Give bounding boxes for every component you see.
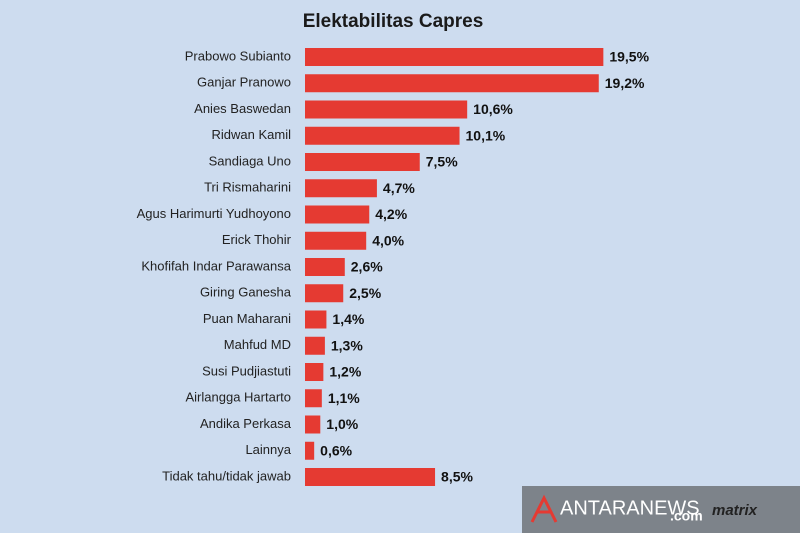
bar bbox=[305, 100, 468, 119]
category-label: Mahfud MD bbox=[224, 337, 291, 352]
value-label: 4,2% bbox=[375, 206, 407, 222]
category-label: Ganjar Pranowo bbox=[197, 75, 291, 90]
bar bbox=[305, 441, 315, 460]
value-label: 2,6% bbox=[351, 259, 383, 275]
category-label: Lainnya bbox=[245, 442, 291, 457]
value-label: 10,6% bbox=[473, 101, 513, 117]
bar bbox=[305, 205, 370, 224]
value-label: 2,5% bbox=[349, 285, 381, 301]
bar bbox=[305, 363, 324, 381]
value-label: 1,1% bbox=[328, 390, 360, 406]
value-label: 1,3% bbox=[331, 337, 363, 353]
watermark-brand: matrix bbox=[712, 502, 758, 519]
watermark-text: ANTARANEWS bbox=[560, 497, 700, 519]
watermark-suffix: .com bbox=[670, 508, 703, 524]
bar bbox=[305, 415, 321, 434]
bar bbox=[305, 284, 344, 303]
category-label: Giring Ganesha bbox=[200, 285, 292, 300]
bar bbox=[305, 74, 599, 93]
value-label: 8,5% bbox=[441, 469, 473, 485]
value-label: 1,4% bbox=[332, 311, 364, 327]
bar bbox=[305, 231, 367, 250]
bar bbox=[305, 258, 345, 276]
bar bbox=[305, 48, 604, 66]
category-label: Anies Baswedan bbox=[194, 101, 291, 116]
bar bbox=[305, 468, 436, 486]
value-label: 4,0% bbox=[372, 232, 404, 248]
category-label: Sandiaga Uno bbox=[209, 153, 291, 168]
bar bbox=[305, 310, 327, 329]
category-label: Tri Rismaharini bbox=[204, 180, 291, 195]
category-label: Agus Harimurti Yudhoyono bbox=[137, 206, 291, 221]
value-label: 1,0% bbox=[326, 416, 358, 432]
chart-title: Elektabilitas Capres bbox=[303, 11, 484, 32]
bar bbox=[305, 389, 322, 408]
value-label: 7,5% bbox=[426, 154, 458, 170]
category-label: Tidak tahu/tidak jawab bbox=[162, 468, 291, 483]
bar bbox=[305, 153, 420, 171]
watermark: ANTARANEWS .com matrix bbox=[522, 486, 800, 533]
watermark-box bbox=[522, 486, 800, 533]
value-label: 10,1% bbox=[466, 127, 506, 143]
watermark-logo bbox=[530, 494, 558, 523]
value-label: 19,2% bbox=[605, 75, 645, 91]
category-label: Ridwan Kamil bbox=[212, 127, 292, 142]
value-label: 1,2% bbox=[329, 364, 361, 380]
category-label: Erick Thohir bbox=[222, 232, 292, 247]
category-label: Susi Pudjiastuti bbox=[202, 363, 291, 378]
bar bbox=[305, 179, 377, 198]
value-label: 4,7% bbox=[383, 180, 415, 196]
bar bbox=[305, 336, 325, 355]
category-label: Puan Maharani bbox=[203, 311, 291, 326]
bar bbox=[305, 126, 460, 145]
category-label: Andika Perkasa bbox=[200, 416, 292, 431]
category-label: Prabowo Subianto bbox=[185, 48, 291, 63]
category-label: Khofifah Indar Parawansa bbox=[141, 258, 291, 273]
value-label: 19,5% bbox=[609, 49, 649, 65]
value-label: 0,6% bbox=[320, 442, 352, 458]
category-label: Airlangga Hartarto bbox=[186, 390, 292, 405]
